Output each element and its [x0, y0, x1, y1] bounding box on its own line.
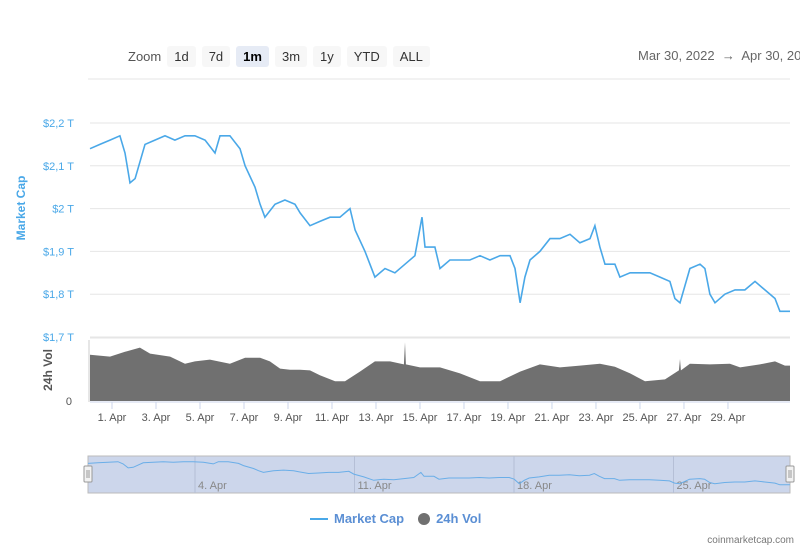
x-tick-label: 1. Apr	[98, 412, 127, 424]
zoom-3m-button[interactable]: 3m	[274, 46, 308, 67]
x-tick-label: 23. Apr	[579, 412, 614, 424]
zoom-selector: Zoom 1d 7d 1m 3m 1y YTD ALL	[128, 46, 430, 67]
y2-axis-title: 24h Vol	[41, 349, 55, 391]
y-tick-label: $2 T	[52, 204, 74, 216]
market-cap-line	[89, 134, 790, 313]
zoom-1m-button[interactable]: 1m	[236, 46, 269, 67]
y-axis-title: Market Cap	[14, 176, 28, 241]
y2-tick-label: 0	[66, 396, 72, 408]
navigator-handle-right[interactable]	[785, 465, 795, 483]
x-tick-label: 17. Apr	[447, 412, 482, 424]
y-tick-label: $2,1 T	[43, 161, 74, 173]
y-tick-label: $1,9 T	[43, 246, 74, 258]
y-tick-label: $1,7 T	[43, 332, 74, 344]
zoom-ytd-button[interactable]: YTD	[346, 46, 387, 67]
legend-item-market-cap[interactable]: Market Cap	[310, 511, 404, 526]
circle-icon	[418, 512, 431, 525]
legend: Market Cap 24h Vol	[310, 511, 481, 526]
zoom-1y-button[interactable]: 1y	[313, 46, 341, 67]
x-tick-label: 25. Apr	[623, 412, 658, 424]
x-tick-label: 27. Apr	[667, 412, 702, 424]
navigator-tick-label: 4. Apr	[198, 480, 227, 492]
line-icon	[310, 517, 328, 520]
date-range: Mar 30, 2022 → Apr 30, 2022	[638, 48, 800, 63]
navigator-tick-label: 18. Apr	[517, 480, 552, 492]
zoom-label: Zoom	[128, 49, 162, 64]
zoom-all-button[interactable]: ALL	[392, 46, 430, 67]
zoom-1d-button[interactable]: 1d	[167, 46, 196, 67]
x-tick-label: 19. Apr	[491, 412, 526, 424]
x-tick-label: 29. Apr	[711, 412, 746, 424]
x-tick-label: 15. Apr	[403, 412, 438, 424]
x-tick-label: 7. Apr	[230, 412, 259, 424]
y-tick-label: $1,8 T	[43, 289, 74, 301]
legend-item-volume[interactable]: 24h Vol	[418, 511, 481, 526]
x-tick-label: 13. Apr	[359, 412, 394, 424]
credit: coinmarketcap.com	[707, 535, 794, 546]
legend-label: Market Cap	[334, 511, 405, 526]
navigator-tick-label: 25. Apr	[677, 480, 712, 492]
navigator-line	[87, 461, 790, 486]
x-tick-label: 3. Apr	[142, 412, 171, 424]
zoom-7d-button[interactable]: 7d	[201, 46, 231, 67]
navigator-handle-left[interactable]	[83, 465, 93, 483]
range-arrow: →	[721, 48, 735, 63]
y-tick-label: $2,2 T	[43, 118, 74, 130]
x-tick-label: 11. Apr	[315, 412, 349, 424]
x-tick-label: 21. Apr	[535, 412, 570, 424]
range-from-input[interactable]: Mar 30, 2022	[638, 48, 715, 63]
legend-label: 24h Vol	[436, 511, 482, 526]
x-tick-label: 9. Apr	[274, 412, 303, 424]
navigator-tick-label: 11. Apr	[358, 480, 392, 492]
x-tick-label: 5. Apr	[186, 412, 215, 424]
volume-area	[90, 342, 790, 401]
range-to-input[interactable]: Apr 30, 2022	[741, 48, 800, 63]
